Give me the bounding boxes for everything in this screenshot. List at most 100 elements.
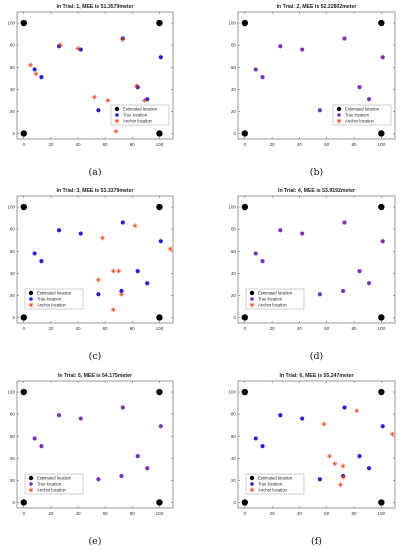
estimated-location-point <box>156 499 163 506</box>
chart-panel-3: In Trial: 3, MEE is 53.3379meter 0 20 40 60 8… <box>7 188 174 362</box>
chart-title: In Trial: 2, MEE is 52.22802meter <box>277 4 357 10</box>
true-location-point <box>158 239 163 244</box>
y-tick-label: 0 <box>12 131 15 136</box>
y-tick-label: 60 <box>10 434 16 439</box>
legend-label: Anchor location <box>123 119 153 124</box>
y-tick-label: 60 <box>10 65 16 70</box>
anchor-point <box>58 42 63 48</box>
chart-panel-4: In Trial: 4, MEE is 53.9192meter 0 20 40 60 8… <box>228 188 396 362</box>
anchor-stroke <box>133 223 137 228</box>
true-location-point <box>342 405 347 410</box>
x-tick-label: 80 <box>351 511 357 516</box>
y-tick-label: 60 <box>231 65 237 70</box>
legend-label: Estimated location <box>258 476 293 481</box>
legend-label: True location <box>258 482 283 487</box>
panel-caption: (f) <box>311 536 322 547</box>
true-location-point <box>278 413 283 418</box>
y-tick-label: 80 <box>10 43 16 48</box>
anchor-point <box>105 97 111 103</box>
anchor-stroke <box>119 292 124 297</box>
true-location-point <box>366 466 372 471</box>
legend-label: Anchor location <box>37 488 67 493</box>
y-tick-label: 40 <box>231 87 237 92</box>
estimated-location-point <box>378 499 385 506</box>
true-location-point <box>317 477 323 482</box>
y-tick-label: 0 <box>12 315 15 320</box>
true-location-point <box>366 97 372 102</box>
anchor-stroke <box>337 119 341 123</box>
true-location-point <box>32 251 37 256</box>
anchor-point <box>110 307 116 313</box>
y-tick-label: 40 <box>231 271 237 276</box>
x-tick-label: 20 <box>270 142 276 147</box>
true-location-point <box>366 281 372 286</box>
x-tick-label: 100 <box>378 326 386 331</box>
y-tick-label: 20 <box>231 478 237 483</box>
anchor-point <box>249 302 255 308</box>
anchor-stroke <box>322 422 326 426</box>
chart-panel-5: In Trial: 5, MEE is 54.175meter 0 20 40 60 80… <box>7 373 174 547</box>
true-location-point <box>357 84 362 90</box>
legend-label: Estimated location <box>258 291 293 296</box>
true-location-point <box>260 75 265 80</box>
chart-title: In Trial: 3, MEE is 53.3379meter <box>57 188 134 194</box>
true-location-point <box>253 436 258 441</box>
y-tick-label: 80 <box>10 227 16 232</box>
anchor-stroke <box>58 43 63 47</box>
legend-marker-true <box>337 113 341 117</box>
true-location-point <box>120 405 125 410</box>
anchor-stroke <box>134 84 139 88</box>
x-tick-label: 40 <box>75 511 81 516</box>
x-tick-label: 80 <box>130 326 136 331</box>
anchor-stroke <box>111 307 116 312</box>
panel-caption: (c) <box>89 351 102 362</box>
y-tick-label: 20 <box>231 293 237 298</box>
legend-label: Anchor location <box>345 119 375 124</box>
true-location-point <box>253 67 258 72</box>
true-location-point <box>341 288 346 294</box>
anchor-stroke <box>341 475 345 479</box>
anchor-point <box>75 46 81 51</box>
legend-label: True location <box>37 482 62 487</box>
x-tick-label: 80 <box>351 142 357 147</box>
chart-panel-6: In Trial: 6, MEE is 55.247meter 0 20 40 60 80… <box>228 373 396 547</box>
estimated-location-point <box>241 388 249 396</box>
true-location-point <box>158 424 163 429</box>
legend-label: Anchor location <box>258 488 288 493</box>
panel-caption: (d) <box>310 351 324 362</box>
anchor-stroke <box>354 408 359 413</box>
legend-label: Estimated location <box>37 291 72 296</box>
anchor-point <box>116 268 122 274</box>
y-tick-label: 40 <box>10 87 16 92</box>
y-tick-label: 20 <box>10 109 16 114</box>
x-tick-label: 100 <box>378 142 386 147</box>
x-tick-label: 60 <box>103 326 109 331</box>
y-tick-label: 40 <box>10 271 16 276</box>
estimated-location-point <box>156 130 163 137</box>
legend-marker-true <box>29 297 33 301</box>
anchor-stroke <box>29 488 33 492</box>
estimated-location-point <box>241 130 249 137</box>
anchor-stroke <box>390 432 395 436</box>
x-tick-label: 80 <box>130 142 136 147</box>
anchor-point <box>119 291 124 297</box>
anchor-stroke <box>76 46 80 51</box>
y-tick-label: 100 <box>7 390 15 395</box>
y-tick-label: 60 <box>231 434 237 439</box>
x-tick-label: 0 <box>23 326 26 331</box>
x-tick-label: 40 <box>75 142 81 147</box>
anchor-stroke <box>114 129 118 134</box>
true-location-point <box>119 288 124 294</box>
true-location-point <box>32 436 37 441</box>
x-tick-label: 80 <box>130 511 136 516</box>
y-tick-label: 100 <box>7 21 15 26</box>
y-tick-label: 20 <box>231 109 237 114</box>
true-location-point <box>96 477 101 482</box>
anchor-point <box>327 453 332 459</box>
true-location-point <box>278 228 283 233</box>
chart-title: In Trial: 4, MEE is 53.9192meter <box>278 188 355 194</box>
true-location-point <box>158 55 163 60</box>
